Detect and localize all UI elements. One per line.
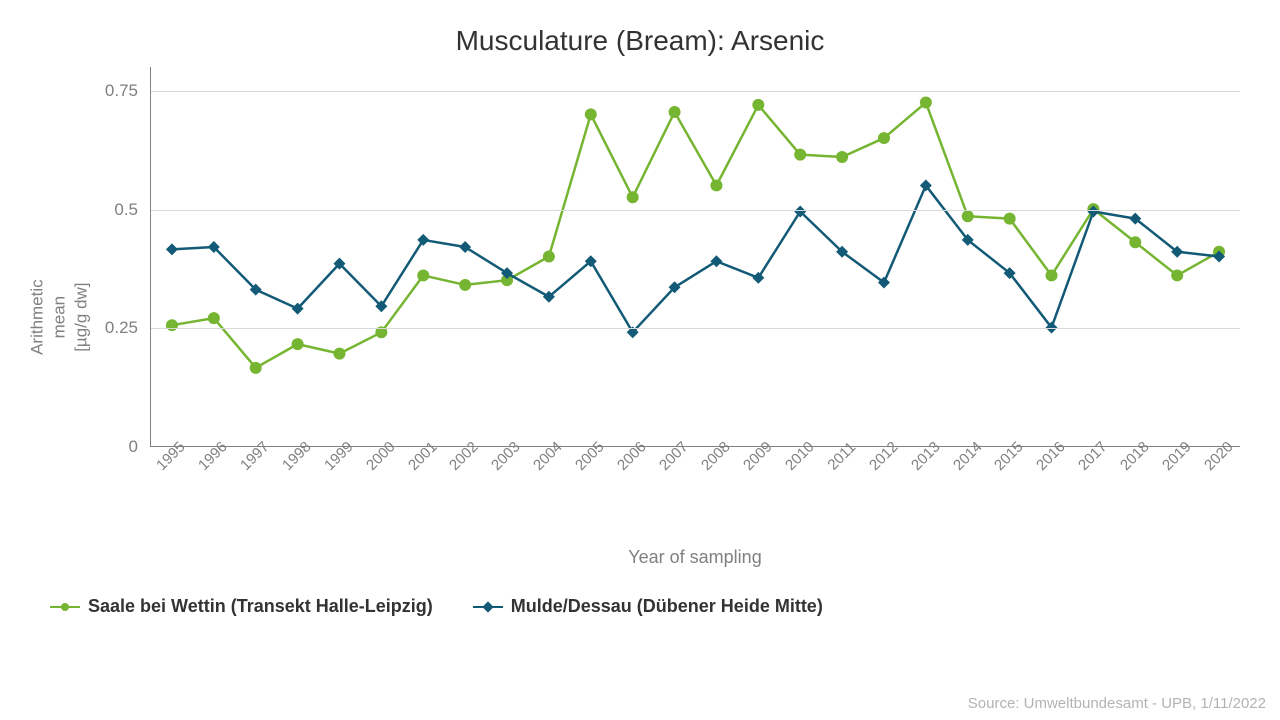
series-marker <box>459 241 471 253</box>
series-marker <box>333 348 345 360</box>
legend-swatch <box>473 600 503 614</box>
circle-icon <box>61 603 69 611</box>
series-marker <box>962 210 974 222</box>
series-marker <box>459 279 471 291</box>
legend-item: Mulde/Dessau (Dübener Heide Mitte) <box>473 596 823 617</box>
series-marker <box>752 99 764 111</box>
series-marker <box>1046 269 1058 281</box>
series-marker <box>208 312 220 324</box>
series-marker <box>710 255 722 267</box>
series-marker <box>417 234 429 246</box>
gridline <box>151 328 1240 329</box>
yaxis-label-wrap: Arithmetic mean [µg/g dw] <box>40 67 80 568</box>
series-marker <box>1004 213 1016 225</box>
series-marker <box>417 269 429 281</box>
series-marker <box>836 151 848 163</box>
legend-label: Saale bei Wettin (Transekt Halle-Leipzig… <box>88 596 433 617</box>
gridline <box>151 210 1240 211</box>
series-marker <box>166 243 178 255</box>
chart-title: Musculature (Bream): Arsenic <box>40 25 1240 57</box>
series-marker <box>585 108 597 120</box>
series-marker <box>920 97 932 109</box>
plot-and-ticks: 0 0.25 0.5 0.75 199519961997199819992000200… <box>80 67 1240 568</box>
plot-svg <box>151 67 1240 446</box>
xaxis-label: Year of sampling <box>150 547 1240 568</box>
ytick-col: 00.250.50.75 <box>80 67 150 447</box>
series-marker <box>878 132 890 144</box>
series-marker <box>250 362 262 374</box>
plot-wrap: Arithmetic mean [µg/g dw] 0 0.25 0.5 0.75 1… <box>40 67 1240 568</box>
ytick-label: 0 <box>129 437 138 457</box>
series-marker <box>1171 269 1183 281</box>
legend-label: Mulde/Dessau (Dübener Heide Mitte) <box>511 596 823 617</box>
legend: Saale bei Wettin (Transekt Halle-Leipzig… <box>40 596 1240 617</box>
series-marker <box>292 338 304 350</box>
ytick-label: 0.5 <box>114 200 138 220</box>
legend-item: Saale bei Wettin (Transekt Halle-Leipzig… <box>50 596 433 617</box>
series-marker <box>669 106 681 118</box>
ytick-label: 0.25 <box>105 318 138 338</box>
series-marker <box>543 251 555 263</box>
diamond-icon <box>482 601 493 612</box>
legend-swatch <box>50 600 80 614</box>
plot-row: 00.250.50.75 <box>80 67 1240 447</box>
source-text: Source: Umweltbundesamt - UPB, 1/11/2022 <box>968 695 1266 712</box>
xtick-row: 1995199619971998199920002001200220032004… <box>150 447 1240 505</box>
series-marker <box>794 149 806 161</box>
series-marker <box>710 179 722 191</box>
ytick-label: 0.75 <box>105 81 138 101</box>
series-marker <box>627 191 639 203</box>
series-marker <box>1129 236 1141 248</box>
series-marker <box>166 319 178 331</box>
gridline <box>151 91 1240 92</box>
plot-area <box>150 67 1240 447</box>
chart-container: Musculature (Bream): Arsenic Arithmetic … <box>0 0 1280 720</box>
series-marker <box>752 272 764 284</box>
